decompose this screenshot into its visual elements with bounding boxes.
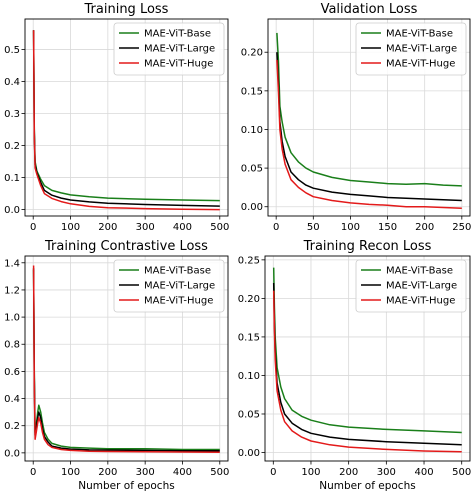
y-tick-label: 0.10: [238, 371, 260, 382]
y-tick-label: 0.2: [4, 421, 20, 432]
legend-label: MAE-ViT-Huge: [386, 59, 455, 70]
subplot-1: 0 100 200 300 400 500 0.0 0.1 0.2 0.3 0.4 0.5 Traini…: [4, 2, 229, 233]
x-tick-label: 100: [301, 467, 320, 478]
series-line-mae-vit-huge: [272, 290, 462, 453]
x-tick-label: 0: [30, 467, 36, 478]
y-tick-label: 0.20: [238, 294, 260, 305]
y-tick-label: 1.4: [4, 258, 20, 269]
x-tick-label: 0: [270, 467, 276, 478]
legend-label: MAE-ViT-Huge: [386, 296, 455, 307]
series-line-mae-vit-huge: [32, 265, 220, 453]
subplot-2: 0 50 100 150 200 250 0.00 0.05 0.10 0.15 0.20 Valid…: [241, 2, 472, 233]
subplot-4: 0 100 200 300 400 500 0.00 0.05 0.10 0.15 0.20 0.25…: [238, 239, 472, 492]
subplot-title: Validation Loss: [321, 2, 418, 17]
x-tick-label: 100: [61, 467, 80, 478]
series-line-mae-vit-huge: [32, 30, 220, 211]
y-tick-label: 0.1: [4, 173, 20, 184]
y-tick-label: 1.0: [4, 313, 20, 324]
y-tick-label: 0.0: [4, 205, 20, 216]
legend-label: MAE-ViT-Base: [386, 266, 453, 277]
y-tick-label: 0.10: [241, 125, 263, 136]
plot-frame: [264, 255, 471, 462]
x-axis-label: Number of epochs: [319, 480, 415, 492]
subplot-title: Training Contrastive Loss: [44, 239, 208, 254]
series-line-mae-vit-huge: [276, 59, 462, 210]
y-tick-label: 0.6: [4, 367, 20, 378]
plot-frame: [267, 18, 471, 217]
x-tick-label: 0: [273, 222, 279, 233]
legend-label: MAE-ViT-Base: [386, 29, 453, 40]
legend-label: MAE-ViT-Base: [144, 29, 211, 40]
x-tick-label: 400: [173, 467, 192, 478]
y-tick-label: 0.25: [238, 255, 260, 266]
x-tick-label: 500: [210, 467, 229, 478]
y-tick-label: 0.00: [238, 448, 260, 459]
plot-frame: [24, 18, 229, 217]
x-tick-label: 300: [136, 222, 155, 233]
y-tick-label: 0.00: [241, 202, 263, 213]
x-tick-label: 200: [339, 467, 358, 478]
series-line-mae-vit-large: [276, 52, 462, 202]
y-tick-label: 0.05: [238, 409, 260, 420]
series-line-mae-vit-base: [276, 32, 462, 187]
x-axis-label: Number of epochs: [78, 480, 174, 492]
y-tick-label: 0.2: [4, 141, 20, 152]
legend-label: MAE-ViT-Large: [386, 281, 457, 292]
legend-label: MAE-ViT-Large: [144, 281, 215, 292]
y-tick-label: 0.8: [4, 340, 20, 351]
x-tick-label: 150: [378, 222, 397, 233]
legend-label: MAE-ViT-Large: [386, 44, 457, 55]
x-tick-label: 300: [377, 467, 396, 478]
y-tick-label: 0.15: [241, 86, 263, 97]
x-tick-label: 250: [452, 222, 471, 233]
x-tick-label: 200: [98, 467, 117, 478]
subplot-title: Training Loss: [84, 2, 169, 17]
legend-box: [113, 22, 225, 76]
y-tick-label: 0.4: [4, 77, 20, 88]
x-tick-label: 300: [136, 467, 155, 478]
x-tick-label: 50: [307, 222, 320, 233]
y-tick-label: 0.3: [4, 109, 20, 120]
x-tick-label: 500: [210, 222, 229, 233]
y-tick-label: 0.05: [241, 164, 263, 175]
subplot-title: Training Recon Loss: [303, 239, 432, 254]
y-tick-label: 0.20: [241, 48, 263, 59]
y-tick-label: 0.15: [238, 332, 260, 343]
y-tick-label: 0.4: [4, 394, 20, 405]
x-tick-label: 100: [61, 222, 80, 233]
x-tick-label: 200: [415, 222, 434, 233]
y-tick-label: 0.5: [4, 45, 20, 56]
x-tick-label: 400: [414, 467, 433, 478]
y-tick-label: 0.0: [4, 448, 20, 459]
legend-box: [355, 259, 467, 313]
plot-frame: [24, 255, 229, 462]
legend-label: MAE-ViT-Huge: [144, 296, 213, 307]
legend-label: MAE-ViT-Huge: [144, 59, 213, 70]
x-tick-label: 200: [98, 222, 117, 233]
legend-label: MAE-ViT-Large: [144, 44, 215, 55]
x-tick-label: 400: [173, 222, 192, 233]
y-tick-label: 1.2: [4, 285, 20, 296]
legend-label: MAE-ViT-Base: [144, 266, 211, 277]
x-tick-label: 500: [452, 467, 471, 478]
x-tick-label: 0: [30, 222, 36, 233]
legend-box: [355, 22, 467, 76]
legend-box: [113, 259, 225, 313]
subplot-3: 0 100 200 300 400 500 0.0 0.2 0.4 0.6 0.8 1.0 1.2 1.4…: [4, 239, 229, 492]
x-tick-label: 100: [341, 222, 360, 233]
